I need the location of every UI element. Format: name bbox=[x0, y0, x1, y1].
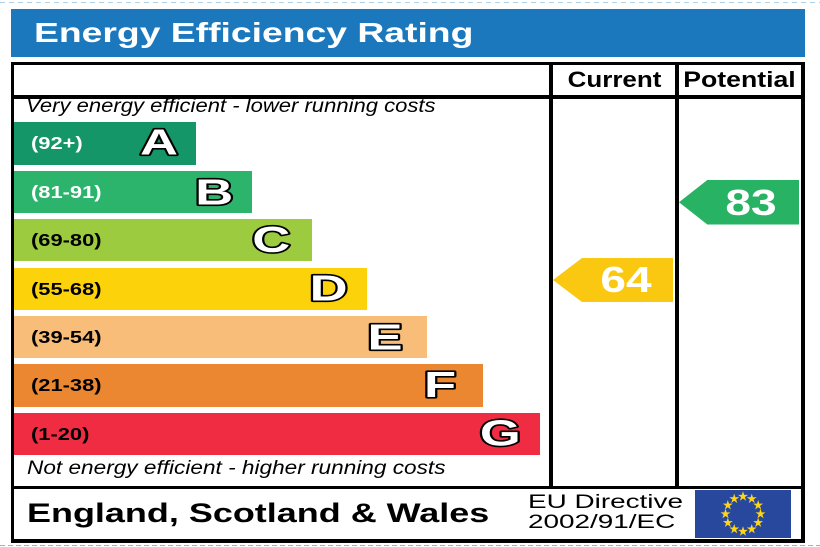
svg-text:D: D bbox=[310, 268, 348, 309]
svg-text:C: C bbox=[252, 219, 290, 260]
svg-text:E: E bbox=[367, 316, 402, 357]
svg-text:G: G bbox=[480, 413, 521, 454]
svg-text:F: F bbox=[424, 364, 456, 405]
svg-text:B: B bbox=[195, 172, 233, 213]
svg-text:A: A bbox=[140, 122, 178, 163]
